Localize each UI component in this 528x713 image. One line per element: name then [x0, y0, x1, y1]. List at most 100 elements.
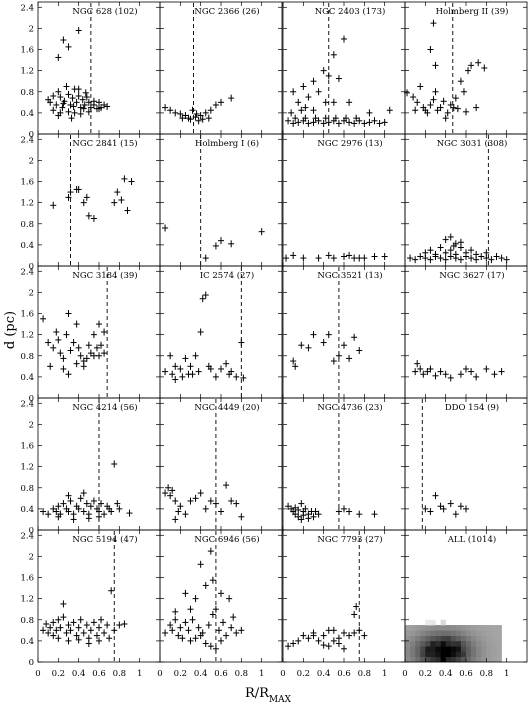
data-point [55, 616, 62, 624]
data-point [412, 106, 419, 114]
heatmap-cell [481, 651, 487, 658]
panel-title: NGC 4736 (23) [317, 402, 382, 413]
data-point [437, 244, 444, 252]
data-point [351, 254, 358, 262]
data-point [104, 103, 111, 111]
heatmap-cell [460, 635, 467, 642]
data-point [65, 492, 72, 500]
data-point [300, 82, 307, 90]
data-point [197, 112, 204, 120]
x-tick-label: 1 [259, 669, 264, 679]
data-point [240, 374, 247, 382]
data-point [312, 114, 319, 122]
data-point [483, 365, 490, 373]
data-point [96, 624, 102, 632]
data-point [60, 99, 67, 107]
data-point [430, 19, 437, 27]
data-point [498, 368, 505, 376]
data-point [182, 589, 189, 597]
data-point [111, 199, 118, 207]
data-point [77, 494, 84, 502]
y-tick-label: 0.4 [20, 241, 34, 251]
data-point [60, 500, 67, 508]
heatmap-cell [435, 656, 441, 663]
data-point [93, 632, 100, 640]
data-point [410, 93, 417, 101]
data-point [80, 199, 87, 207]
data-point [295, 506, 302, 514]
data-point [427, 365, 434, 373]
heatmap-cell [445, 656, 452, 663]
heatmap-cell [405, 635, 411, 642]
data-point [192, 634, 199, 642]
data-point [473, 104, 480, 112]
y-tick-label: 2.4 [20, 531, 34, 541]
data-point [483, 249, 490, 257]
panel-title: NGC 628 (102) [72, 6, 137, 17]
panel-frame [37, 133, 161, 267]
data-point [463, 505, 469, 513]
heatmap-cell [405, 651, 411, 658]
data-point [83, 93, 90, 101]
y-tick-label: 2.4 [20, 3, 34, 13]
heatmap-cell [425, 630, 431, 636]
data-point [87, 349, 94, 357]
data-point [65, 508, 72, 516]
data-point [65, 621, 72, 629]
panel-frame [282, 529, 406, 663]
heatmap-cell [430, 656, 436, 663]
data-point [162, 368, 169, 376]
heatmap-cell [425, 619, 431, 626]
data-point [172, 616, 179, 624]
data-point [108, 508, 115, 516]
data-point [332, 114, 339, 122]
data-point [447, 252, 454, 260]
data-point [468, 246, 475, 254]
data-point [96, 320, 102, 328]
data-point [93, 344, 100, 352]
heatmap-cell [455, 640, 462, 647]
data-point [55, 53, 62, 61]
heatmap-cell [415, 651, 421, 658]
panel-title: NGC 2403 (173) [315, 6, 386, 17]
data-point [330, 637, 337, 645]
data-point [70, 515, 77, 523]
y-tick-label: 0.8 [20, 616, 34, 626]
data-point [192, 595, 199, 603]
data-point [55, 88, 62, 96]
data-point [341, 645, 347, 653]
data-point [167, 621, 174, 629]
data-point [290, 251, 297, 259]
data-point [298, 500, 305, 508]
heatmap-cell [476, 635, 482, 642]
y-tick-label: 0 [29, 394, 34, 404]
data-point [80, 362, 87, 370]
data-point [187, 637, 194, 645]
heatmap-cell [466, 630, 472, 636]
data-point [325, 72, 332, 80]
heatmap-cell [481, 646, 487, 652]
data-point [185, 626, 192, 634]
data-point [320, 67, 327, 75]
data-point [295, 513, 302, 521]
data-point [199, 295, 206, 303]
data-point [77, 104, 84, 112]
heatmap-cell [486, 651, 492, 658]
x-tick-label: 0.2 [419, 669, 433, 679]
data-point [346, 118, 353, 126]
data-point [114, 500, 121, 508]
data-point [96, 105, 102, 113]
data-point [50, 632, 57, 640]
heatmap-cell [450, 656, 457, 663]
y-tick-label: 0 [29, 526, 34, 536]
heatmap-cell [476, 656, 482, 663]
data-point [233, 373, 240, 381]
data-point [199, 115, 206, 123]
heatmap-cell [440, 656, 446, 663]
heatmap-cell [435, 635, 441, 642]
heatmap-cell [471, 640, 477, 647]
panel-frame [159, 265, 283, 399]
data-point [444, 109, 451, 117]
data-point [305, 344, 312, 352]
data-point [420, 370, 427, 378]
